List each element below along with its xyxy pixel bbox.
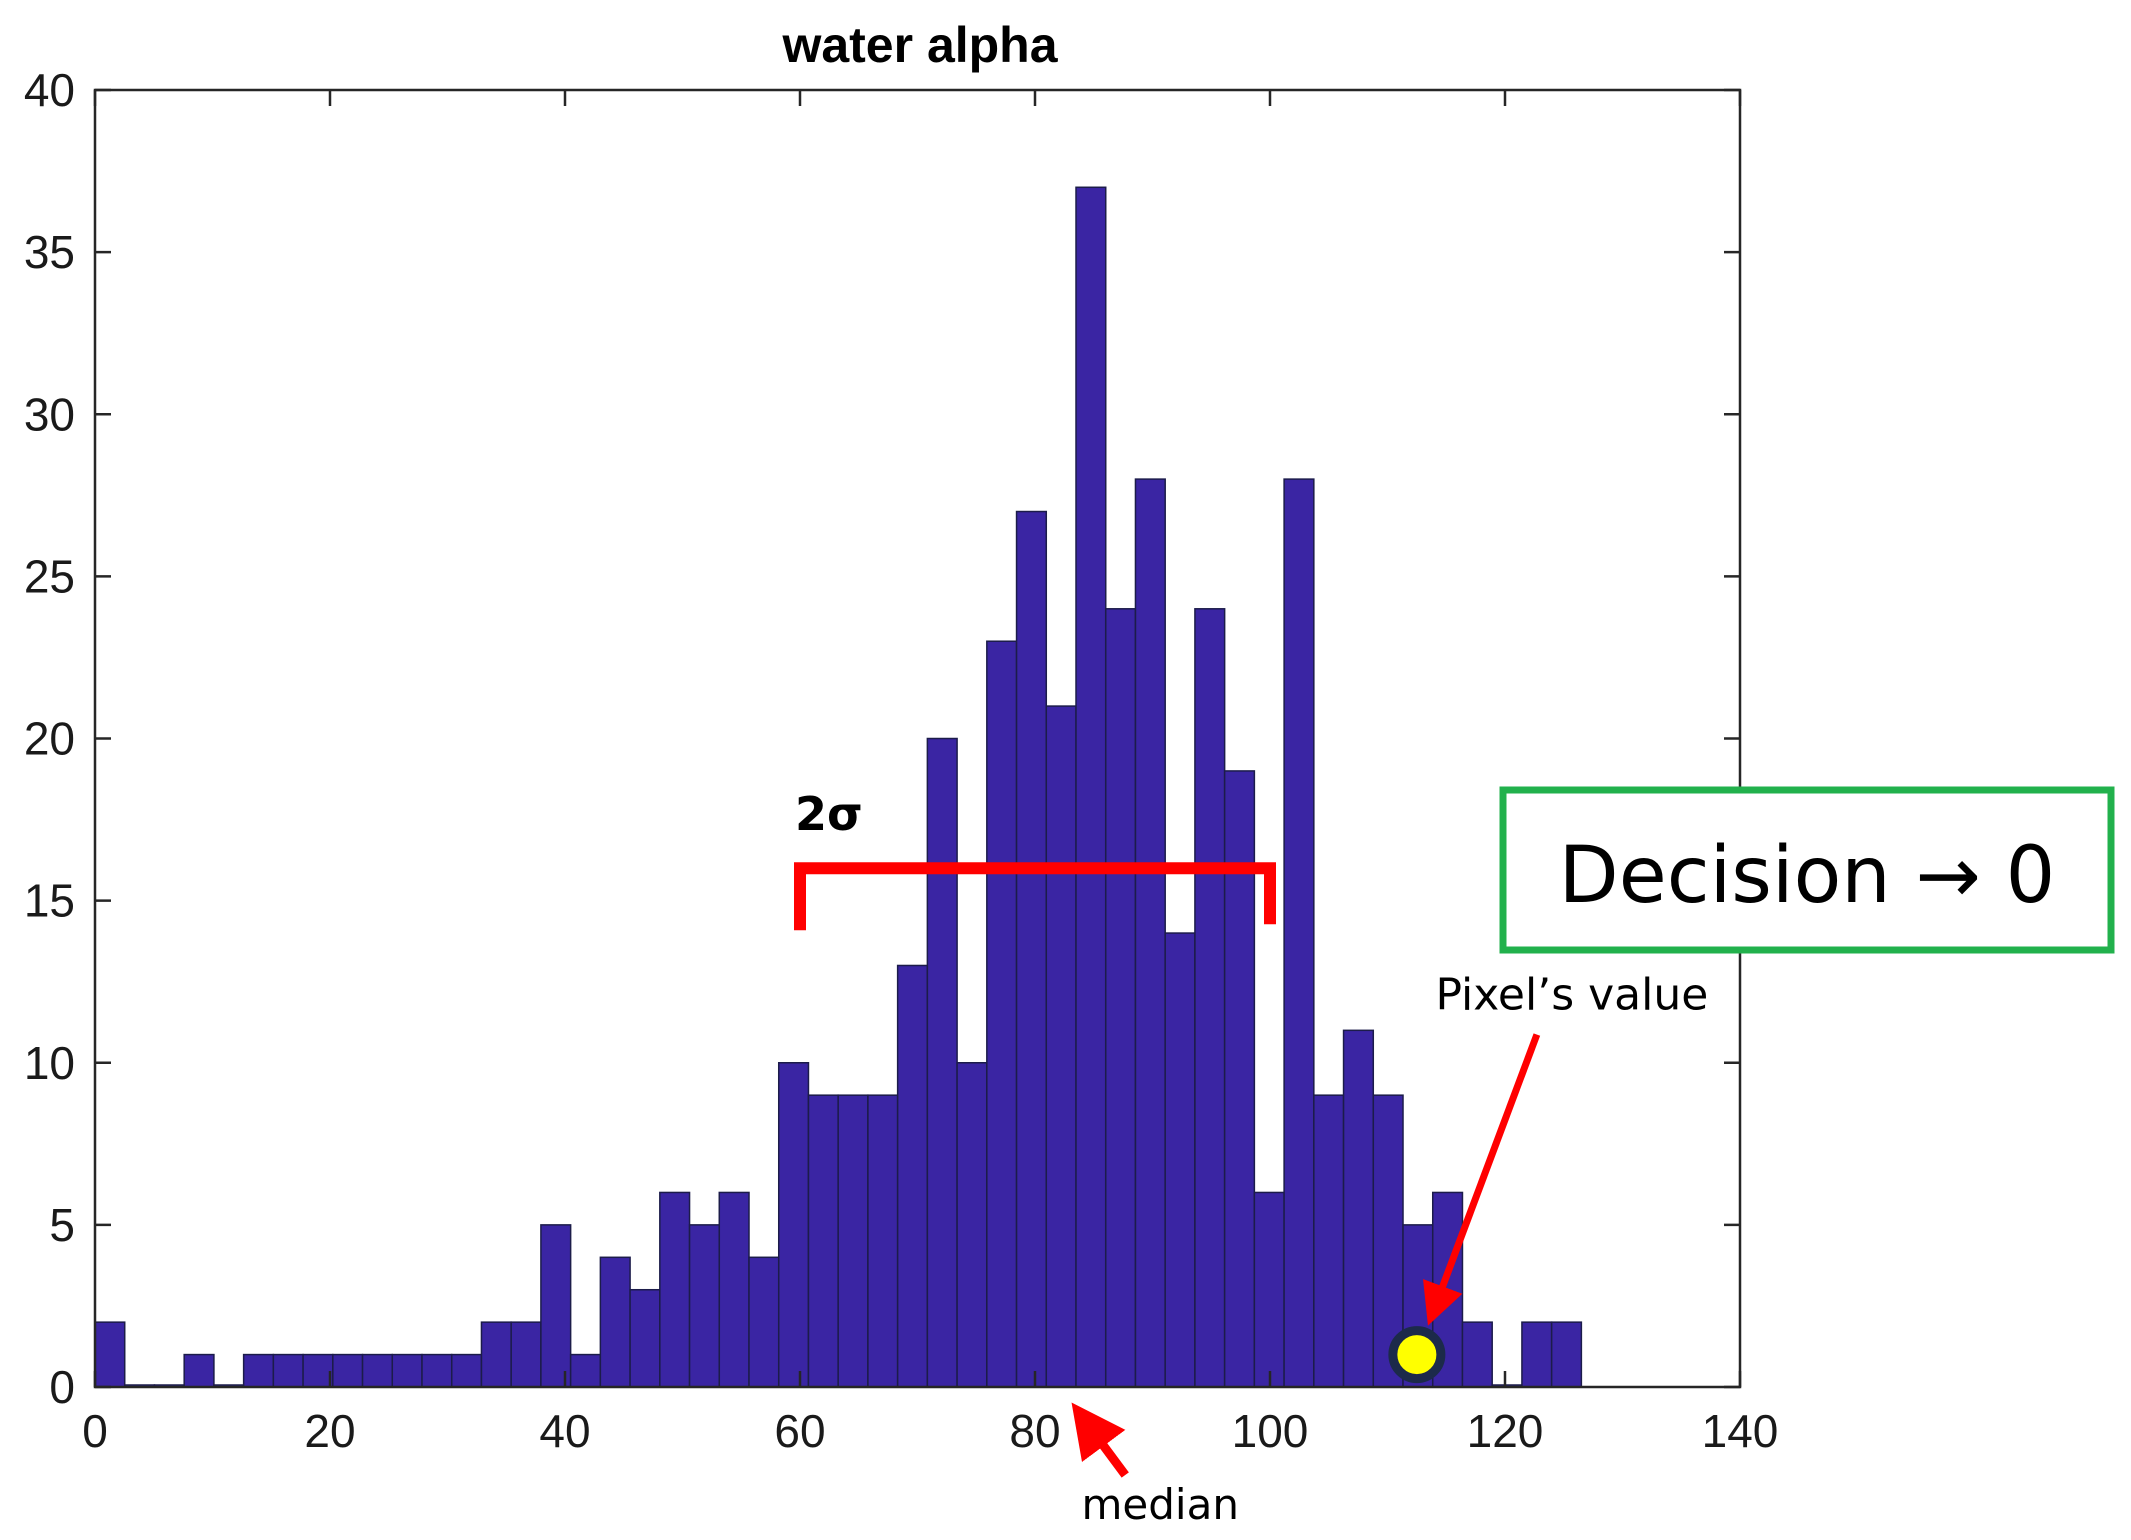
histogram-bar: [777, 1062, 810, 1388]
histogram-bar: [659, 1191, 691, 1388]
histogram-bar: [896, 964, 929, 1388]
x-tick-label: 40: [539, 1405, 590, 1457]
histogram-bar: [986, 640, 1018, 1388]
median-arrow: [1071, 1402, 1129, 1478]
histogram-bar: [837, 1094, 869, 1388]
histogram-bar: [421, 1353, 453, 1388]
y-tick-label: 0: [49, 1361, 75, 1413]
histogram-bar: [183, 1353, 215, 1388]
histogram-bar: [242, 1353, 275, 1388]
histogram-bar: [480, 1321, 512, 1388]
x-tick-label: 60: [774, 1405, 825, 1457]
histogram-bar: [332, 1353, 364, 1388]
histogram-bar: [807, 1094, 839, 1388]
two-sigma-label: 2σ: [795, 787, 863, 841]
histogram-bar: [272, 1353, 304, 1388]
histogram-bar: [867, 1094, 899, 1388]
pixel-value-arrow: [1423, 1033, 1541, 1326]
x-tick-label: 100: [1232, 1405, 1309, 1457]
y-tick-label: 30: [24, 388, 75, 440]
histogram-bar: [1134, 478, 1166, 1388]
y-tick-label: 40: [24, 64, 75, 116]
two-sigma-bracket: [794, 862, 1276, 931]
histogram-bar: [1550, 1321, 1583, 1388]
histogram-bar: [1313, 1094, 1345, 1388]
histogram-bar: [391, 1353, 423, 1388]
histogram-bar: [1015, 510, 1048, 1388]
x-tick-label: 20: [304, 1405, 355, 1457]
x-tick-label: 120: [1467, 1405, 1544, 1457]
decision-box: [1499, 786, 2115, 954]
median-label: median: [1082, 1480, 1239, 1529]
histogram-bar: [1521, 1321, 1553, 1388]
histogram-bar: [1045, 705, 1077, 1388]
pixel-value-label: Pixel’s value: [1435, 970, 1708, 1021]
decision-text: Decision → 0: [1559, 831, 2056, 921]
histogram-bar: [1194, 608, 1226, 1388]
histogram-bar: [540, 1224, 572, 1388]
histogram-bar: [1342, 1029, 1375, 1388]
histogram-bar: [450, 1353, 483, 1388]
histogram-bar: [688, 1224, 721, 1388]
histogram-bar: [569, 1353, 602, 1388]
histogram-bar: [718, 1191, 750, 1388]
x-tick-label: 0: [82, 1405, 108, 1457]
histogram-bar: [1461, 1321, 1493, 1388]
y-tick-label: 5: [49, 1199, 75, 1251]
histogram-bar: [1075, 186, 1107, 1388]
y-tick-label: 25: [24, 550, 75, 602]
histogram-bar: [1283, 478, 1315, 1388]
histogram-bar: [926, 737, 958, 1388]
y-tick-label: 35: [24, 226, 75, 278]
y-tick-label: 10: [24, 1037, 75, 1089]
histogram-bar: [956, 1062, 988, 1388]
x-tick-label: 80: [1009, 1405, 1060, 1457]
histogram-bar: [748, 1256, 780, 1388]
histogram-bar: [302, 1353, 334, 1388]
histogram-bar: [1253, 1191, 1285, 1388]
histogram-bar: [1104, 608, 1137, 1388]
histogram-bar: [1164, 932, 1196, 1388]
x-tick-label: 140: [1702, 1405, 1779, 1457]
histogram-bar: [599, 1256, 631, 1388]
chart-title: water alpha: [781, 17, 1058, 73]
pixel-value-marker: [1388, 1326, 1446, 1384]
histogram-bar: [510, 1321, 542, 1388]
y-tick-label: 20: [24, 713, 75, 765]
histogram-bar: [94, 1321, 126, 1388]
plot-frame: [93, 88, 1742, 1389]
histogram-bar: [361, 1353, 394, 1388]
histogram-bar: [629, 1288, 661, 1388]
y-tick-label: 15: [24, 875, 75, 927]
